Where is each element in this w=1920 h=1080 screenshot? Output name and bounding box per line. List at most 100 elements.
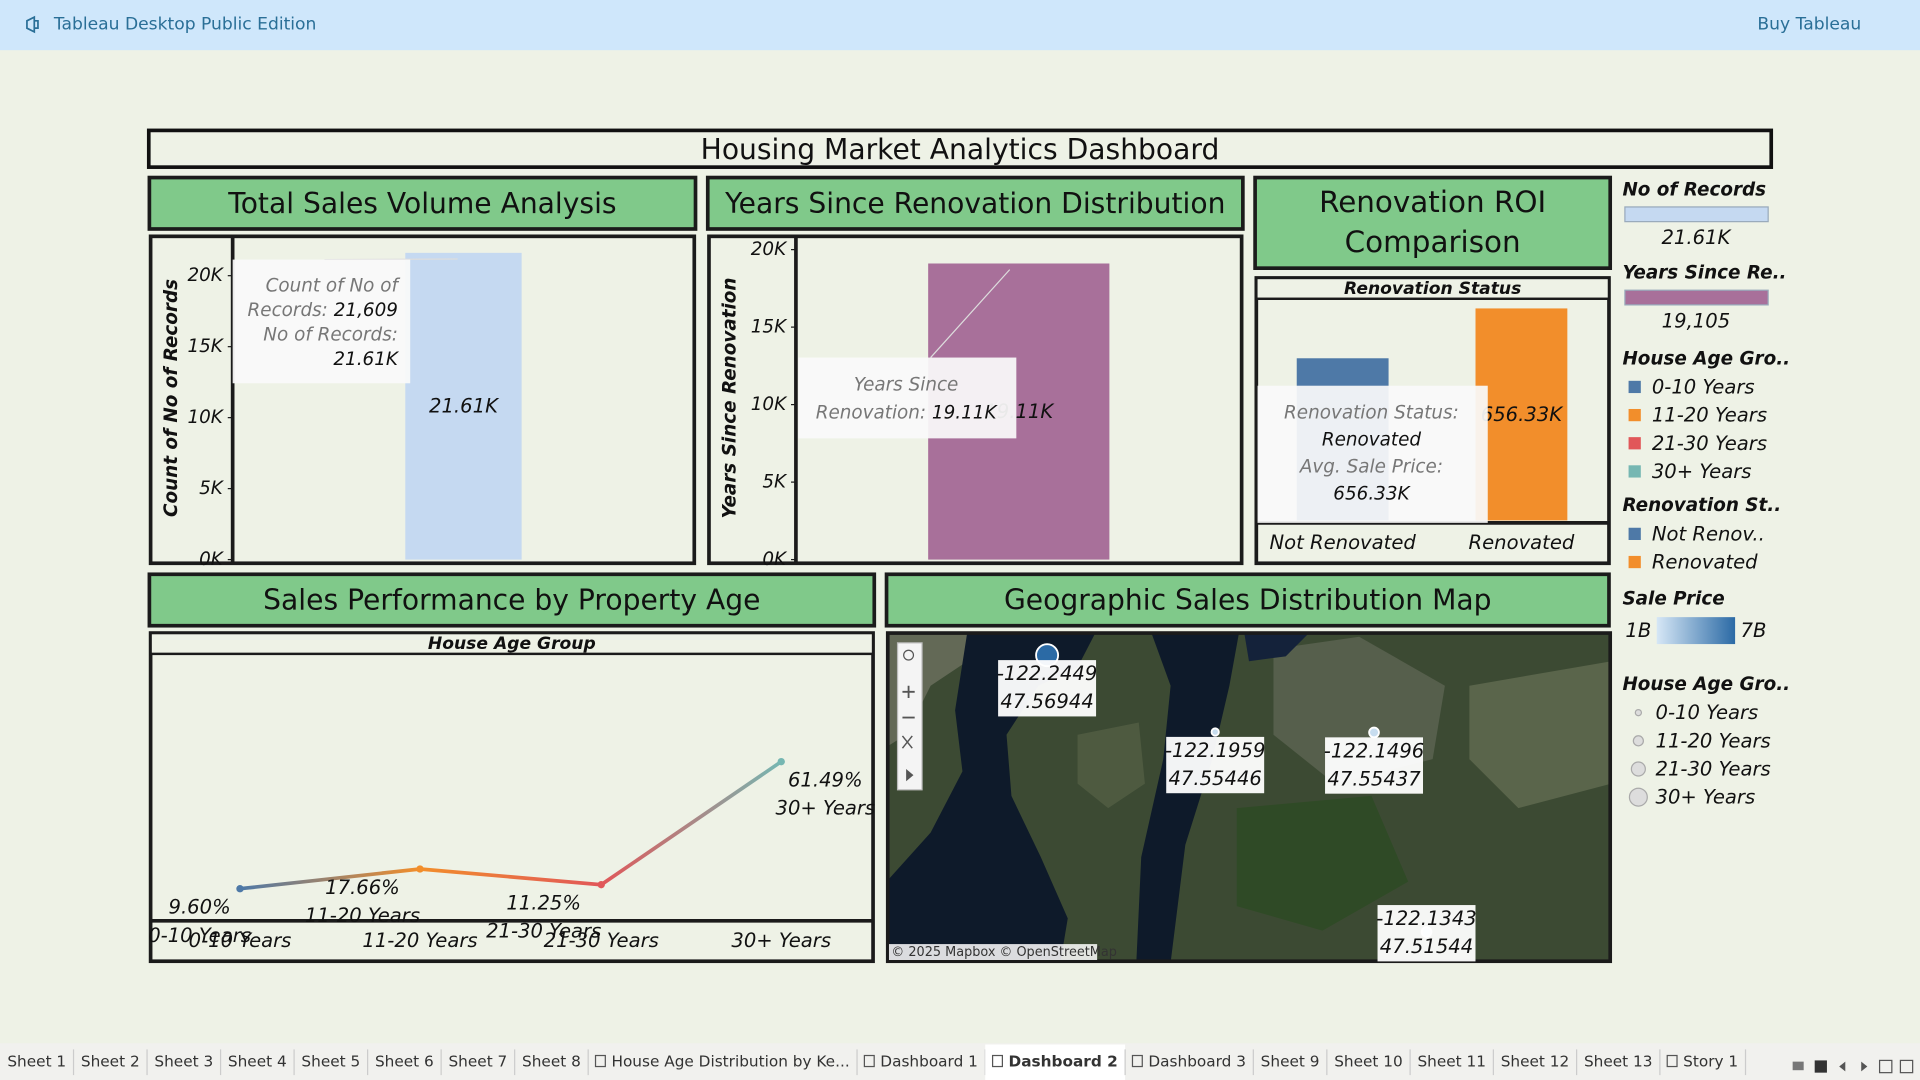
legend-item: 30+ Years — [1656, 786, 1756, 809]
tab-label[interactable]: Sheet 10 — [1334, 1053, 1403, 1071]
legend-title: Sale Price — [1622, 588, 1724, 609]
tooltip — [798, 357, 1017, 439]
legend-label: 21.61K — [1661, 226, 1732, 249]
map-background — [886, 631, 1612, 963]
tab-label[interactable]: Dashboard 1 — [880, 1053, 978, 1071]
data-label-category: 30+ Years — [775, 797, 875, 820]
tab-label[interactable]: Sheet 1 — [7, 1053, 66, 1071]
panel-header — [1253, 175, 1613, 270]
tooltip-value: 21.61K — [333, 348, 400, 369]
data-label: 9.60% — [168, 896, 230, 919]
sub-header-label: House Age Group — [428, 634, 596, 654]
legend-item: 11-20 Years — [1652, 404, 1767, 427]
crosshair — [930, 269, 1011, 358]
tab-label[interactable]: Sheet 9 — [1261, 1053, 1320, 1071]
map-forest — [1236, 795, 1409, 931]
map-attribution: © 2025 Mapbox © OpenStreetMap — [891, 945, 1116, 960]
megaphone-icon — [26, 15, 39, 34]
legend-title: House Age Gro.. — [1622, 348, 1790, 369]
map-urban — [1469, 661, 1612, 809]
data-label: 656.33K — [1481, 403, 1565, 426]
y-tick-label: 0K — [199, 549, 225, 570]
tab-label[interactable]: Sheet 4 — [228, 1053, 287, 1071]
legend-title: House Age Gro.. — [1622, 674, 1790, 695]
legend-swatch — [1624, 206, 1769, 223]
data-label: 61.49% — [788, 769, 863, 792]
tooltip-line: Renovation: 19.11K — [816, 402, 999, 423]
panel-header — [705, 175, 1245, 231]
buy-button[interactable]: Buy Tableau — [1757, 14, 1861, 34]
tab-label[interactable]: Dashboard 2 — [1009, 1053, 1118, 1071]
map-controls[interactable] — [896, 642, 923, 791]
y-axis-title: Count of No of Records — [161, 279, 182, 517]
expand-icon[interactable] — [906, 768, 914, 782]
sub-header-label: Renovation Status — [1344, 279, 1521, 299]
tab-label[interactable]: Story 1 — [1683, 1053, 1738, 1071]
panel-header — [147, 175, 698, 231]
tab-label[interactable]: Sheet 11 — [1417, 1053, 1486, 1071]
map-longitude: -122.1496 — [1324, 739, 1424, 762]
app-name: Tableau Desktop Public Edition — [53, 14, 317, 34]
tab-label[interactable]: Sheet 7 — [448, 1053, 507, 1071]
legend-size — [1630, 761, 1646, 777]
tooltip-line: Years Since — [854, 374, 958, 395]
tooltip-line: Renovation Status: — [1284, 402, 1459, 423]
tab-label[interactable]: Sheet 13 — [1584, 1053, 1653, 1071]
y-tick-label: 5K — [762, 472, 788, 493]
legend-color — [1628, 465, 1641, 478]
tab-nav-arrows[interactable] — [1839, 1061, 1868, 1072]
tooltip-label: Records: — [248, 299, 328, 320]
data-label-category: 21-30 Years — [486, 920, 601, 943]
legend-label: 19,105 — [1662, 309, 1731, 332]
tooltip-line: Renovated — [1322, 429, 1422, 450]
legend-color — [1628, 527, 1641, 540]
tab-label[interactable]: House Age Distribution by Ke... — [611, 1053, 849, 1071]
legend-size — [1632, 735, 1645, 747]
map-point — [1368, 726, 1380, 739]
dashboard-icon — [863, 1054, 875, 1068]
map-search-icon[interactable] — [903, 649, 915, 661]
panel-frame — [148, 234, 697, 566]
legend-item: 0-10 Years — [1656, 701, 1759, 724]
panel-title: Sales Performance by Property Age — [263, 584, 760, 617]
y-tick-label: 10K — [751, 394, 788, 415]
panel-frame — [707, 234, 1244, 566]
map-label-box — [1377, 905, 1476, 962]
map-latitude: 47.51544 — [1380, 935, 1473, 958]
map-longitude: -122.2449 — [997, 662, 1097, 685]
legend-item: 30+ Years — [1652, 460, 1752, 483]
panel-title-wrap: Renovation ROI Comparison — [1319, 185, 1546, 260]
tooltip-line: 656.33K — [1333, 483, 1411, 504]
tab-nav-icon[interactable] — [1878, 1059, 1893, 1074]
y-tick-label: 10K — [187, 407, 224, 428]
tooltip — [1257, 385, 1488, 523]
tab-nav-icon[interactable] — [1792, 1061, 1804, 1071]
y-tick-label: 15K — [187, 336, 224, 357]
zoom-in-icon[interactable] — [902, 685, 915, 698]
tab-label[interactable]: Sheet 2 — [81, 1053, 140, 1071]
tab-label[interactable]: Sheet 8 — [522, 1053, 581, 1071]
line-point — [416, 865, 424, 873]
tab-label[interactable]: Sheet 3 — [154, 1053, 213, 1071]
legend-item: 21-30 Years — [1652, 432, 1767, 455]
map-longitude: -122.1343 — [1376, 907, 1476, 930]
legend-title: Years Since Re.. — [1622, 263, 1786, 284]
panel-header — [147, 572, 877, 628]
line-point — [236, 885, 244, 893]
data-label: 11.25% — [506, 892, 581, 915]
legend-max: 7B — [1741, 619, 1767, 642]
tooltip-line: No of Records: — [263, 324, 398, 345]
reset-icon[interactable] — [901, 735, 913, 749]
tab[interactable] — [985, 1044, 1126, 1080]
tab-label[interactable]: Sheet 5 — [301, 1053, 360, 1071]
tab-nav-icon[interactable] — [1814, 1060, 1827, 1073]
legend-color — [1628, 408, 1641, 422]
tab-label[interactable]: Sheet 6 — [375, 1053, 434, 1071]
tab-label[interactable]: Dashboard 3 — [1148, 1053, 1246, 1071]
tab-nav-icon[interactable] — [1899, 1059, 1914, 1074]
map-water — [1136, 631, 1240, 963]
map-point — [1210, 727, 1220, 737]
tab-label[interactable]: Sheet 12 — [1501, 1053, 1570, 1071]
